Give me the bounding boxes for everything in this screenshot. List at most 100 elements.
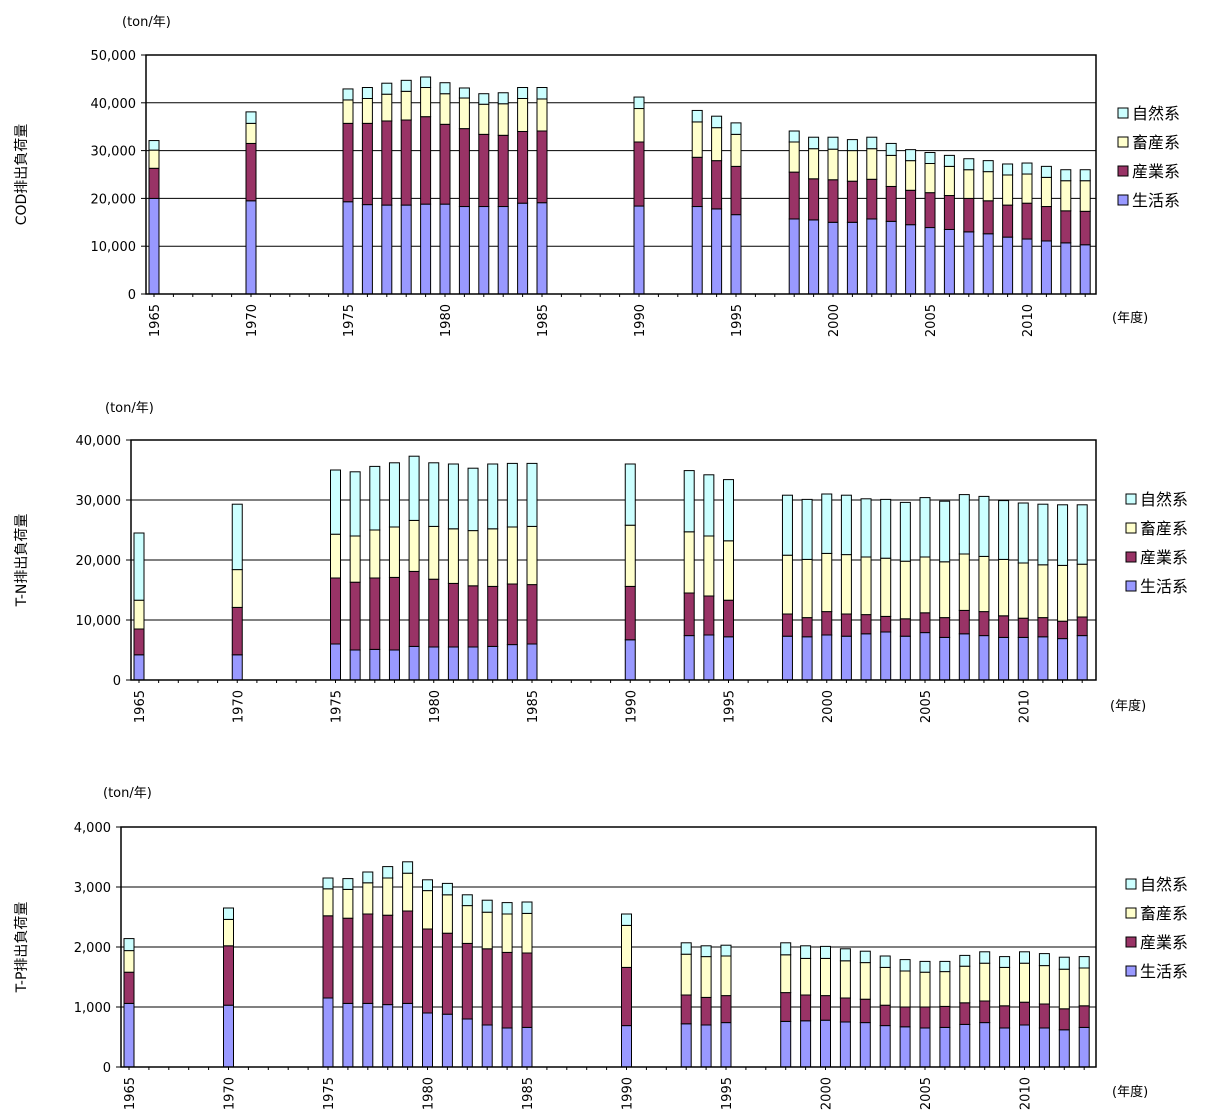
bar-1978-自然系 [388, 462, 400, 528]
bar-2007-自然系 [959, 954, 971, 967]
x-tick-label: 2010 [1019, 1077, 1034, 1110]
bar-1985-畜産系 [526, 525, 538, 586]
legend-swatch [1117, 136, 1129, 148]
bar-2012-自然系 [1060, 169, 1072, 182]
bar-1965-生活系 [123, 1002, 135, 1068]
bar-2004-畜産系 [899, 970, 911, 1008]
bar-1970-自然系 [223, 907, 234, 920]
bar-2009-産業系 [999, 1005, 1011, 1029]
bar-1998-産業系 [788, 171, 800, 220]
y-tick-label: 40,000 [91, 97, 137, 112]
y-axis-title: T-N排出負荷量 [14, 514, 30, 608]
bar-2000-畜産系 [820, 957, 831, 997]
bar-2005-自然系 [924, 152, 936, 165]
x-tick-label: 1995 [730, 304, 745, 337]
bar-1999-産業系 [800, 994, 812, 1022]
bar-2010-畜産系 [1019, 962, 1030, 1003]
bar-1985-自然系 [526, 462, 538, 527]
bar-1993-生活系 [680, 1023, 692, 1068]
bar-1999-生活系 [800, 1020, 812, 1068]
bar-1976-畜産系 [361, 97, 373, 124]
bar-2005-産業系 [919, 1006, 931, 1029]
y-axis-title: COD排出負荷量 [14, 124, 30, 226]
legend-label: 産業系 [1140, 548, 1188, 567]
bar-1983-自然系 [487, 463, 499, 530]
x-tick-label: 1995 [723, 690, 738, 723]
bar-1990-畜産系 [624, 524, 636, 587]
bar-1977-畜産系 [369, 529, 381, 579]
bar-1983-生活系 [481, 1024, 493, 1068]
bar-1999-産業系 [801, 617, 813, 638]
bar-2004-産業系 [899, 1006, 911, 1028]
bar-1978-産業系 [400, 119, 412, 206]
bar-1995-自然系 [720, 944, 732, 957]
bar-1980-生活系 [422, 1012, 433, 1068]
bar-1983-産業系 [497, 134, 509, 208]
bar-1994-自然系 [700, 945, 712, 958]
bar-1998-畜産系 [788, 141, 800, 173]
bar-1975-生活系 [322, 997, 334, 1068]
bar-2002-産業系 [859, 998, 871, 1024]
bar-1999-生活系 [801, 636, 813, 681]
bar-2012-生活系 [1058, 1029, 1070, 1068]
bar-2006-自然系 [939, 500, 951, 563]
bar-1965-産業系 [133, 628, 145, 656]
bar-1984-畜産系 [517, 97, 529, 132]
bar-2005-産業系 [919, 612, 931, 634]
bar-1978-生活系 [388, 649, 400, 681]
y-tick-label: 30,000 [76, 494, 122, 509]
bar-1965-畜産系 [148, 149, 160, 169]
bar-1998-生活系 [780, 1020, 792, 1068]
bar-1993-生活系 [683, 635, 695, 681]
bar-1965-産業系 [123, 971, 135, 1004]
legend-swatch [1125, 551, 1137, 563]
bar-1980-産業系 [422, 928, 433, 1014]
bar-2013-畜産系 [1076, 563, 1088, 618]
bar-2006-産業系 [939, 617, 951, 638]
x-tick-label: 1975 [330, 690, 345, 723]
bar-2008-産業系 [982, 200, 994, 235]
bar-1980-生活系 [439, 203, 451, 295]
x-tick-label: 1985 [521, 1077, 536, 1110]
chart-panel-3: (ton/年) T-P排出負荷量 0 1,000 2,000 3,000 4,000 1965… [14, 786, 1188, 1110]
bar-2013-生活系 [1076, 635, 1088, 681]
bar-2011-自然系 [1037, 503, 1049, 566]
bar-1977-自然系 [381, 82, 393, 95]
bar-1983-自然系 [481, 899, 493, 913]
bar-2003-自然系 [879, 955, 891, 968]
bar-1975-自然系 [322, 877, 334, 890]
bar-1980-自然系 [439, 82, 451, 95]
bar-1999-自然系 [808, 136, 820, 150]
bar-1995-自然系 [723, 479, 734, 542]
bar-1982-自然系 [467, 467, 479, 532]
bar-1994-畜産系 [711, 127, 723, 162]
bar-1985-産業系 [526, 584, 538, 645]
bar-1976-自然系 [342, 878, 354, 890]
bar-1977-産業系 [362, 913, 374, 1004]
y-tick-label: 3,000 [74, 881, 111, 896]
bar-2004-産業系 [905, 189, 917, 226]
bar-2011-生活系 [1037, 636, 1049, 681]
bar-1981-産業系 [447, 582, 459, 648]
bar-2002-自然系 [860, 498, 872, 558]
bar-1998-産業系 [780, 992, 792, 1022]
bar-2013-産業系 [1079, 210, 1091, 246]
bar-1980-生活系 [428, 646, 440, 681]
bar-1970-生活系 [231, 654, 243, 681]
bar-2007-産業系 [959, 1002, 971, 1025]
bar-2001-生活系 [846, 221, 858, 295]
bar-1990-自然系 [633, 96, 645, 110]
bar-1998-畜産系 [781, 554, 793, 615]
bar-2008-自然系 [979, 951, 991, 964]
bar-1995-生活系 [723, 636, 734, 681]
bar-2001-生活系 [839, 1021, 851, 1068]
bar-2002-生活系 [860, 633, 872, 681]
bar-1985-生活系 [536, 202, 548, 295]
x-tick-label: 2010 [1021, 304, 1036, 337]
bar-2013-生活系 [1078, 1026, 1090, 1068]
bar-1982-自然系 [461, 894, 473, 907]
bar-2006-自然系 [939, 960, 951, 973]
bar-1978-畜産系 [388, 526, 400, 578]
bar-2010-生活系 [1017, 636, 1029, 681]
